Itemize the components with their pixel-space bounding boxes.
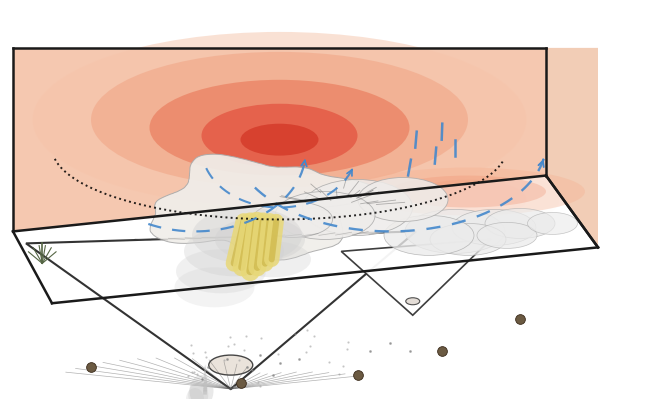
Ellipse shape	[184, 226, 284, 277]
Ellipse shape	[174, 267, 255, 307]
Ellipse shape	[235, 241, 311, 277]
Ellipse shape	[240, 124, 318, 156]
Ellipse shape	[302, 180, 413, 235]
Ellipse shape	[452, 209, 536, 245]
Ellipse shape	[384, 215, 474, 255]
Ellipse shape	[405, 209, 505, 253]
Ellipse shape	[430, 223, 506, 255]
Ellipse shape	[190, 375, 213, 399]
Polygon shape	[26, 231, 416, 389]
Ellipse shape	[377, 168, 559, 231]
Ellipse shape	[477, 222, 537, 249]
Polygon shape	[150, 154, 382, 260]
Ellipse shape	[176, 249, 266, 293]
Ellipse shape	[186, 388, 204, 399]
Ellipse shape	[252, 201, 333, 237]
Ellipse shape	[91, 52, 468, 188]
Polygon shape	[341, 239, 491, 315]
Polygon shape	[13, 48, 546, 231]
Ellipse shape	[202, 104, 358, 168]
Ellipse shape	[209, 355, 253, 375]
Ellipse shape	[192, 207, 302, 263]
Polygon shape	[13, 176, 598, 303]
Ellipse shape	[351, 168, 585, 215]
Ellipse shape	[410, 180, 526, 219]
Ellipse shape	[215, 217, 305, 261]
Ellipse shape	[188, 382, 208, 399]
Ellipse shape	[528, 212, 577, 235]
Ellipse shape	[32, 32, 526, 207]
Ellipse shape	[150, 80, 410, 176]
Ellipse shape	[485, 208, 555, 239]
Polygon shape	[546, 48, 598, 247]
Ellipse shape	[406, 298, 420, 305]
Ellipse shape	[358, 178, 448, 221]
Ellipse shape	[390, 176, 546, 207]
Ellipse shape	[275, 192, 375, 239]
